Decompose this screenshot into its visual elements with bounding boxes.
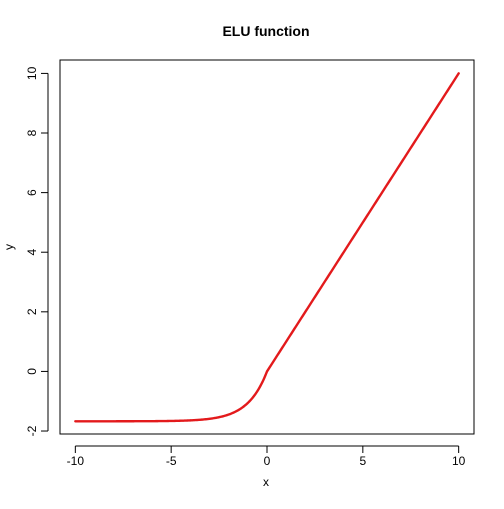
y-tick-label: 6 [25, 189, 39, 196]
y-tick-label: 8 [25, 129, 39, 136]
elu-data-point [151, 420, 153, 423]
elu-data-point [381, 191, 383, 194]
y-axis: -2 0 2 4 6 8 10 [25, 66, 49, 436]
y-tick-label: 4 [25, 249, 39, 256]
elu-data-point [419, 132, 422, 134]
series-layer [74, 72, 460, 423]
elu-data-point [170, 420, 173, 422]
elu-data-point [246, 402, 249, 404]
elu-data-point [261, 381, 264, 384]
elu-data-point [208, 417, 211, 420]
x-tick-label: 10 [452, 454, 466, 468]
elu-data-point [266, 370, 268, 373]
x-tick-label: -5 [166, 454, 177, 468]
elu-data-point [218, 416, 220, 419]
elu-data-point [256, 390, 259, 392]
elu-data-point [342, 251, 345, 254]
x-axis: -10 -5 0 5 10 [67, 445, 466, 468]
elu-data-point [251, 396, 254, 399]
x-tick-label: 0 [264, 454, 271, 468]
y-tick-label: 10 [25, 66, 39, 80]
elu-data-point [199, 418, 201, 421]
plot-frame [59, 59, 475, 435]
chart-title: ELU function [222, 23, 309, 39]
elu-data-point [227, 413, 230, 416]
elu-data-point [112, 420, 115, 423]
elu-data-point [179, 419, 182, 422]
y-tick-label: -2 [25, 425, 39, 436]
y-axis-label: y [2, 244, 16, 250]
y-tick-label: 2 [25, 308, 39, 315]
x-tick-label: -10 [67, 454, 85, 468]
elu-data-point [285, 340, 288, 343]
y-tick-label: 0 [25, 368, 39, 375]
elu-data-point [457, 72, 460, 75]
x-axis-label: x [263, 475, 269, 489]
elu-series-line [74, 72, 460, 423]
elu-data-point [74, 420, 77, 423]
elu-data-point [304, 310, 307, 313]
x-tick-label: 5 [359, 454, 366, 468]
elu-data-point [189, 419, 192, 422]
elu-data-point [237, 409, 240, 412]
